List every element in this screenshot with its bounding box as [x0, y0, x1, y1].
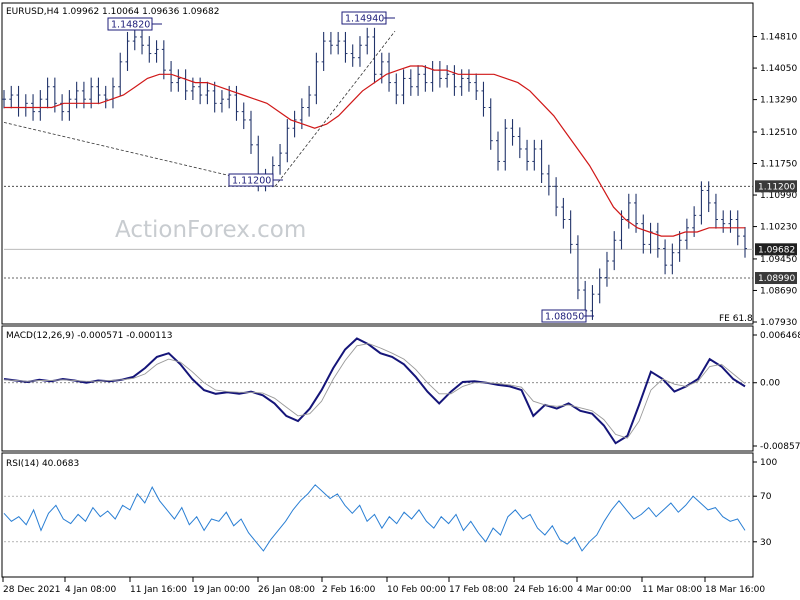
x-tick-label: 18 Mar 16:00 [705, 585, 765, 595]
macd-panel-frame [2, 326, 753, 451]
price-tick-label: 1.10230 [760, 223, 797, 233]
price-tick-label: 1.08690 [760, 286, 797, 296]
price-panel-frame [2, 3, 753, 324]
swing-label: 1.11200 [232, 176, 271, 187]
price-tag-label: 1.09682 [758, 245, 795, 255]
x-tick-label: 28 Dec 2021 [3, 585, 61, 595]
x-tick-label: 24 Feb 16:00 [514, 585, 573, 595]
macd-tick-label: -0.008573 [760, 442, 800, 452]
price-tick-label: 1.07930 [760, 318, 797, 328]
rsi-tick-label: 70 [760, 492, 772, 502]
rsi-title: RSI(14) 40.0683 [6, 459, 79, 469]
macd-tick-label: 0.00 [760, 379, 780, 389]
macd-signal-line [4, 344, 745, 439]
price-tick-label: 1.10990 [760, 191, 797, 201]
macd-tick-label: 0.006468 [760, 331, 800, 341]
moving-average-line [4, 66, 745, 236]
x-tick-label: 2 Feb 16:00 [322, 585, 376, 595]
watermark: ActionForex.com [115, 217, 306, 243]
x-tick-label: 4 Mar 00:00 [577, 585, 632, 595]
x-tick-label: 10 Feb 00:00 [387, 585, 446, 595]
macd-line [4, 339, 745, 444]
price-tick-label: 1.11750 [760, 160, 797, 170]
swing-label: 1.08050 [545, 312, 584, 323]
price-tick-label: 1.12510 [760, 128, 797, 138]
swing-label: 1.14820 [111, 20, 150, 31]
symbol-info: EURUSD,H4 1.09962 1.10064 1.09636 1.0968… [6, 7, 219, 17]
price-tick-label: 1.14810 [760, 33, 797, 43]
swing-label: 1.14940 [345, 14, 384, 25]
price-tick-label: 1.13290 [760, 96, 797, 106]
x-tick-label: 11 Mar 08:00 [642, 585, 702, 595]
x-tick-label: 11 Jan 16:00 [130, 585, 187, 595]
rsi-tick-label: 30 [760, 538, 772, 548]
price-tag-label: 1.11200 [758, 182, 795, 192]
price-tick-label: 1.14050 [760, 64, 797, 74]
price-tick-label: 1.09450 [760, 255, 797, 265]
fib-label: FE 61.8 [719, 314, 753, 324]
x-tick-label: 4 Jan 08:00 [65, 585, 117, 595]
x-tick-label: 19 Jan 00:00 [193, 585, 250, 595]
rsi-tick-label: 100 [760, 458, 777, 468]
x-tick-label: 26 Jan 08:00 [258, 585, 315, 595]
macd-title: MACD(12,26,9) -0.000571 -0.000113 [6, 331, 172, 341]
x-tick-label: 17 Feb 08:00 [449, 585, 508, 595]
rsi-line [4, 485, 745, 551]
trend-line [275, 31, 395, 186]
price-tag-label: 1.08990 [758, 274, 795, 284]
